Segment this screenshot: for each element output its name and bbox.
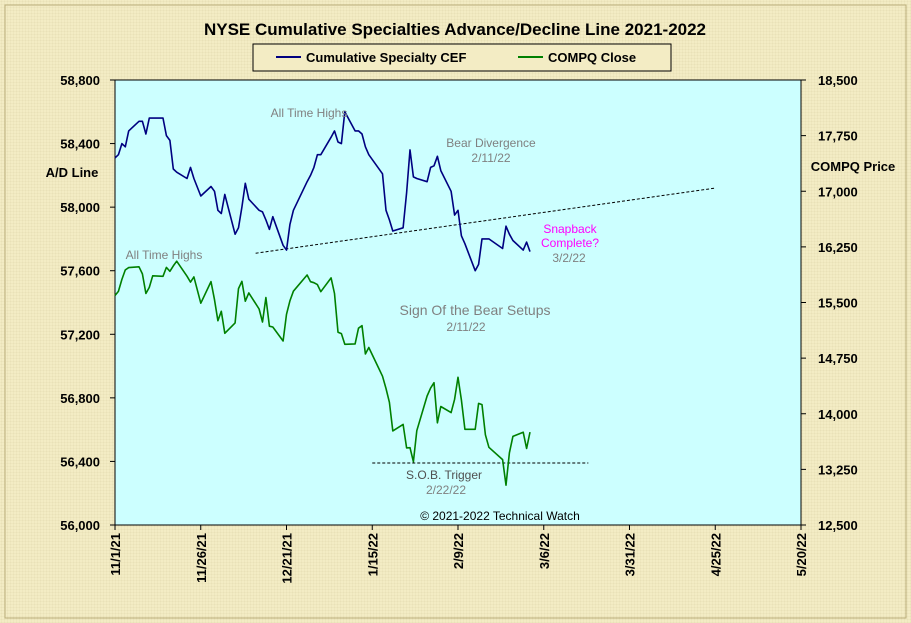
x-tick-label: 11/1/21 xyxy=(108,533,123,576)
left-tick-label: 56,800 xyxy=(60,391,100,406)
outer-border xyxy=(4,4,907,619)
left-tick-label: 56,000 xyxy=(60,518,100,533)
x-tick-label: 5/20/22 xyxy=(794,533,809,576)
annotation-sob-trigger-date: 2/22/22 xyxy=(426,483,466,497)
annotation-sob-setups-date: 2/11/22 xyxy=(446,320,485,334)
legend-label-ad: Cumulative Specialty CEF xyxy=(306,50,466,65)
x-tick-label: 2/9/22 xyxy=(451,533,466,569)
legend-label-compq: COMPQ Close xyxy=(548,50,636,65)
x-tick-label: 4/25/22 xyxy=(708,533,723,576)
annotation-ath-top: All Time Highs xyxy=(271,106,348,120)
left-axis-label: A/D Line xyxy=(46,165,99,180)
legend: Cumulative Specialty CEF COMPQ Close xyxy=(252,43,672,72)
annotation-snapback-date: 3/2/22 xyxy=(552,251,586,265)
right-axis-ticks: 18,500 17,750 17,000 16,250 15,500 14,750 14,0… xyxy=(801,73,858,533)
right-axis-label: COMPQ Price xyxy=(811,159,896,174)
annotations: All Time Highs Bear Divergence 2/11/22 S… xyxy=(126,106,600,523)
series-line-ad xyxy=(114,111,531,272)
right-tick-label: 17,000 xyxy=(818,184,858,199)
left-tick-label: 57,200 xyxy=(60,327,100,342)
left-tick-label: 56,400 xyxy=(60,454,100,469)
right-tick-label: 16,250 xyxy=(818,240,858,255)
right-tick-label: 15,500 xyxy=(818,296,858,311)
right-tick-label: 12,500 xyxy=(818,518,858,533)
series-lines xyxy=(114,111,531,487)
annotation-bear-divergence: Bear Divergence xyxy=(446,136,536,150)
trendlines xyxy=(255,187,716,464)
right-tick-label: 17,750 xyxy=(818,129,858,144)
right-tick-label: 14,750 xyxy=(818,351,858,366)
x-tick-label: 11/26/21 xyxy=(194,533,209,583)
annotation-complete: Complete? xyxy=(541,236,599,250)
trendline xyxy=(255,187,716,254)
right-tick-label: 14,000 xyxy=(818,407,858,422)
annotation-sob-setups: Sign Of the Bear Setups xyxy=(400,302,551,318)
left-tick-label: 57,600 xyxy=(60,264,100,279)
x-tick-label: 1/15/22 xyxy=(365,533,380,576)
x-tick-label: 3/31/22 xyxy=(623,533,638,576)
left-tick-label: 58,400 xyxy=(60,137,100,152)
annotation-bear-divergence-date: 2/11/22 xyxy=(471,151,510,165)
left-axis-ticks: 58,800 58,400 58,000 57,600 57,200 56,800 56,4… xyxy=(60,73,115,533)
chart-title: NYSE Cumulative Specialties Advance/Decl… xyxy=(204,20,706,39)
x-tick-label: 12/21/21 xyxy=(280,533,295,584)
copyright-text: © 2021-2022 Technical Watch xyxy=(420,509,580,523)
annotation-ath-bottom: All Time Highs xyxy=(126,248,203,262)
right-tick-label: 13,250 xyxy=(818,462,858,477)
right-tick-label: 18,500 xyxy=(818,73,858,88)
x-tick-label: 3/6/22 xyxy=(537,533,552,569)
annotation-sob-trigger: S.O.B. Trigger xyxy=(406,468,482,482)
x-axis-ticks: 11/1/21 11/26/21 12/21/21 1/15/22 2/9/22 3/6/… xyxy=(108,525,809,584)
legend-box xyxy=(252,43,672,72)
series-line-compq xyxy=(114,260,531,487)
annotation-snapback: Snapback xyxy=(543,222,597,236)
left-tick-label: 58,000 xyxy=(60,200,100,215)
left-tick-label: 58,800 xyxy=(60,73,100,88)
